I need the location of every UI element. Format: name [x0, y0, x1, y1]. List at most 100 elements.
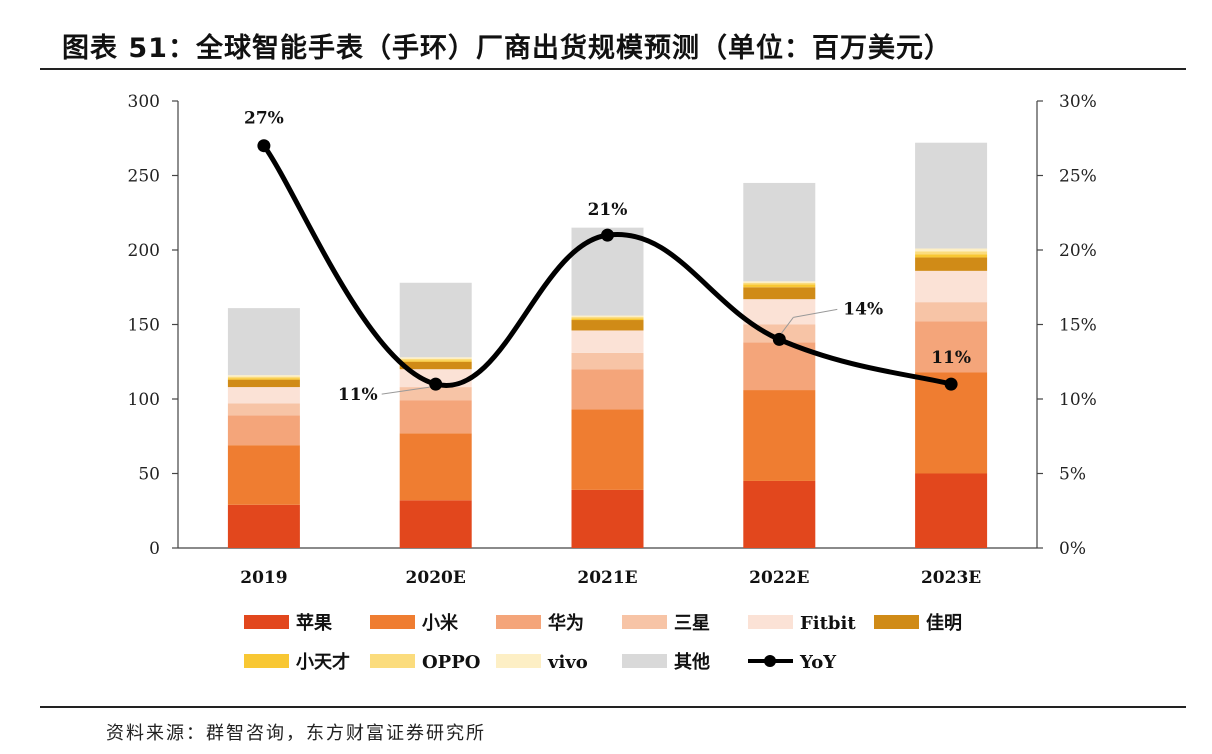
bar-segment	[571, 489, 644, 548]
bar-segment	[743, 284, 816, 288]
bar-segment	[399, 358, 472, 361]
y2-tick-label: 30%	[1059, 92, 1097, 112]
x-tick-label: 2022E	[749, 568, 809, 588]
legend-label: YoY	[799, 652, 837, 673]
legend-label: Fitbit	[800, 613, 856, 634]
bar-segment	[915, 302, 988, 322]
bar-segment	[915, 251, 988, 255]
bar-segment	[399, 357, 472, 359]
legend-label: vivo	[547, 652, 588, 673]
yoy-point	[944, 377, 958, 391]
bar-segment	[915, 321, 988, 373]
bar-segment	[227, 445, 300, 505]
y2-tick-label: 20%	[1059, 241, 1097, 261]
yoy-label-leader	[780, 317, 794, 334]
bar-segment	[571, 315, 644, 318]
bar-segment	[743, 287, 816, 300]
y-tick-label: 300	[128, 92, 160, 112]
legend-label: 小天才	[296, 651, 350, 673]
legend-swatch	[244, 654, 289, 668]
bar-segment	[571, 369, 644, 410]
yoy-data-label: 14%	[843, 299, 883, 319]
legend-swatch	[496, 654, 541, 668]
bar-segment	[227, 378, 300, 380]
bar-segment	[227, 379, 300, 388]
y-tick-label: 100	[128, 390, 160, 410]
bar-segment	[915, 473, 988, 548]
legend-swatch	[370, 615, 415, 629]
y2-tick-label: 25%	[1059, 167, 1097, 187]
bar-segment	[399, 433, 472, 501]
stacked-bar-line-chart: 0 50 100 150 200 250 300 0% 5% 10% 15% 20% 25% 30% 27…	[128, 92, 1097, 673]
bar-segment	[743, 390, 816, 481]
bar-segment	[743, 281, 816, 283]
bar-segment	[571, 352, 644, 370]
y-tick-label: 200	[128, 241, 160, 261]
yoy-label-leader	[793, 308, 838, 318]
yoy-point	[601, 228, 614, 242]
bar-segment	[227, 415, 300, 446]
bar-segment	[743, 182, 816, 282]
legend-swatch	[370, 654, 415, 668]
bar-segment	[571, 320, 644, 331]
x-tick-label: 2023E	[921, 568, 981, 588]
title-divider	[40, 68, 1186, 70]
legend-label: 佳明	[926, 612, 962, 634]
chart-bars	[227, 142, 988, 548]
bar-segment	[571, 318, 644, 321]
legend-swatch	[874, 615, 919, 629]
x-tick-label: 2021E	[577, 568, 637, 588]
yoy-point	[772, 332, 786, 346]
legend-label: 其他	[674, 651, 710, 673]
bar-segment	[571, 330, 644, 353]
x-tick-label: 2020E	[406, 568, 466, 588]
yoy-data-label: 11%	[338, 385, 378, 405]
y2-tick-label: 15%	[1059, 316, 1097, 336]
legend-swatch	[244, 615, 289, 629]
bar-segment	[227, 308, 300, 376]
x-tick-labels: 2019 2020E 2021E 2022E 2023E	[240, 568, 981, 588]
yoy-line	[261, 144, 952, 388]
y-tick-label: 250	[128, 167, 160, 187]
bar-segment	[915, 142, 988, 249]
bar-segment	[571, 409, 644, 490]
bar-segment	[227, 376, 300, 379]
chart-axes: 0 50 100 150 200 250 300 0% 5% 10% 15% 20% 25% 30%	[128, 92, 1097, 559]
bar-segment	[743, 282, 816, 285]
legend-label: 三星	[674, 613, 710, 634]
bar-segment	[915, 254, 988, 258]
y2-tick-label: 10%	[1059, 390, 1097, 410]
bar-segment	[743, 299, 816, 325]
yoy-point	[257, 139, 271, 153]
bar-segment	[399, 282, 472, 358]
bar-segment	[915, 257, 988, 271]
bar-segment	[399, 360, 472, 362]
y2-tick-label: 5%	[1059, 465, 1086, 485]
y-tick-label: 0	[149, 539, 160, 559]
bar-segment	[227, 403, 300, 416]
bar-segment	[915, 248, 988, 252]
bar-segment	[743, 480, 816, 548]
yoy-point	[429, 377, 443, 391]
x-tick-label: 2019	[240, 568, 287, 588]
chart-title: 图表 51：全球智能手表（手环）厂商出货规模预测（单位：百万美元）	[62, 33, 952, 64]
source-divider	[40, 706, 1186, 708]
legend-swatch	[748, 615, 793, 629]
bar-segment	[399, 400, 472, 434]
bar-segment	[571, 317, 644, 319]
bar-segment	[399, 361, 472, 370]
yoy-line-layer: 27% 11% 21% 14% 11%	[244, 109, 971, 405]
bar-segment	[227, 387, 300, 404]
bar-segment	[915, 270, 988, 303]
yoy-data-label: 11%	[931, 348, 971, 368]
legend-swatch-marker	[764, 655, 776, 667]
legend-swatch	[622, 615, 667, 629]
y-tick-label: 50	[138, 465, 160, 485]
bar-segment	[227, 375, 300, 377]
legend-label: 小米	[422, 612, 459, 634]
legend-swatch	[496, 615, 541, 629]
yoy-data-label: 21%	[588, 200, 628, 220]
y-tick-label: 150	[128, 316, 160, 336]
bar-segment	[399, 387, 472, 401]
